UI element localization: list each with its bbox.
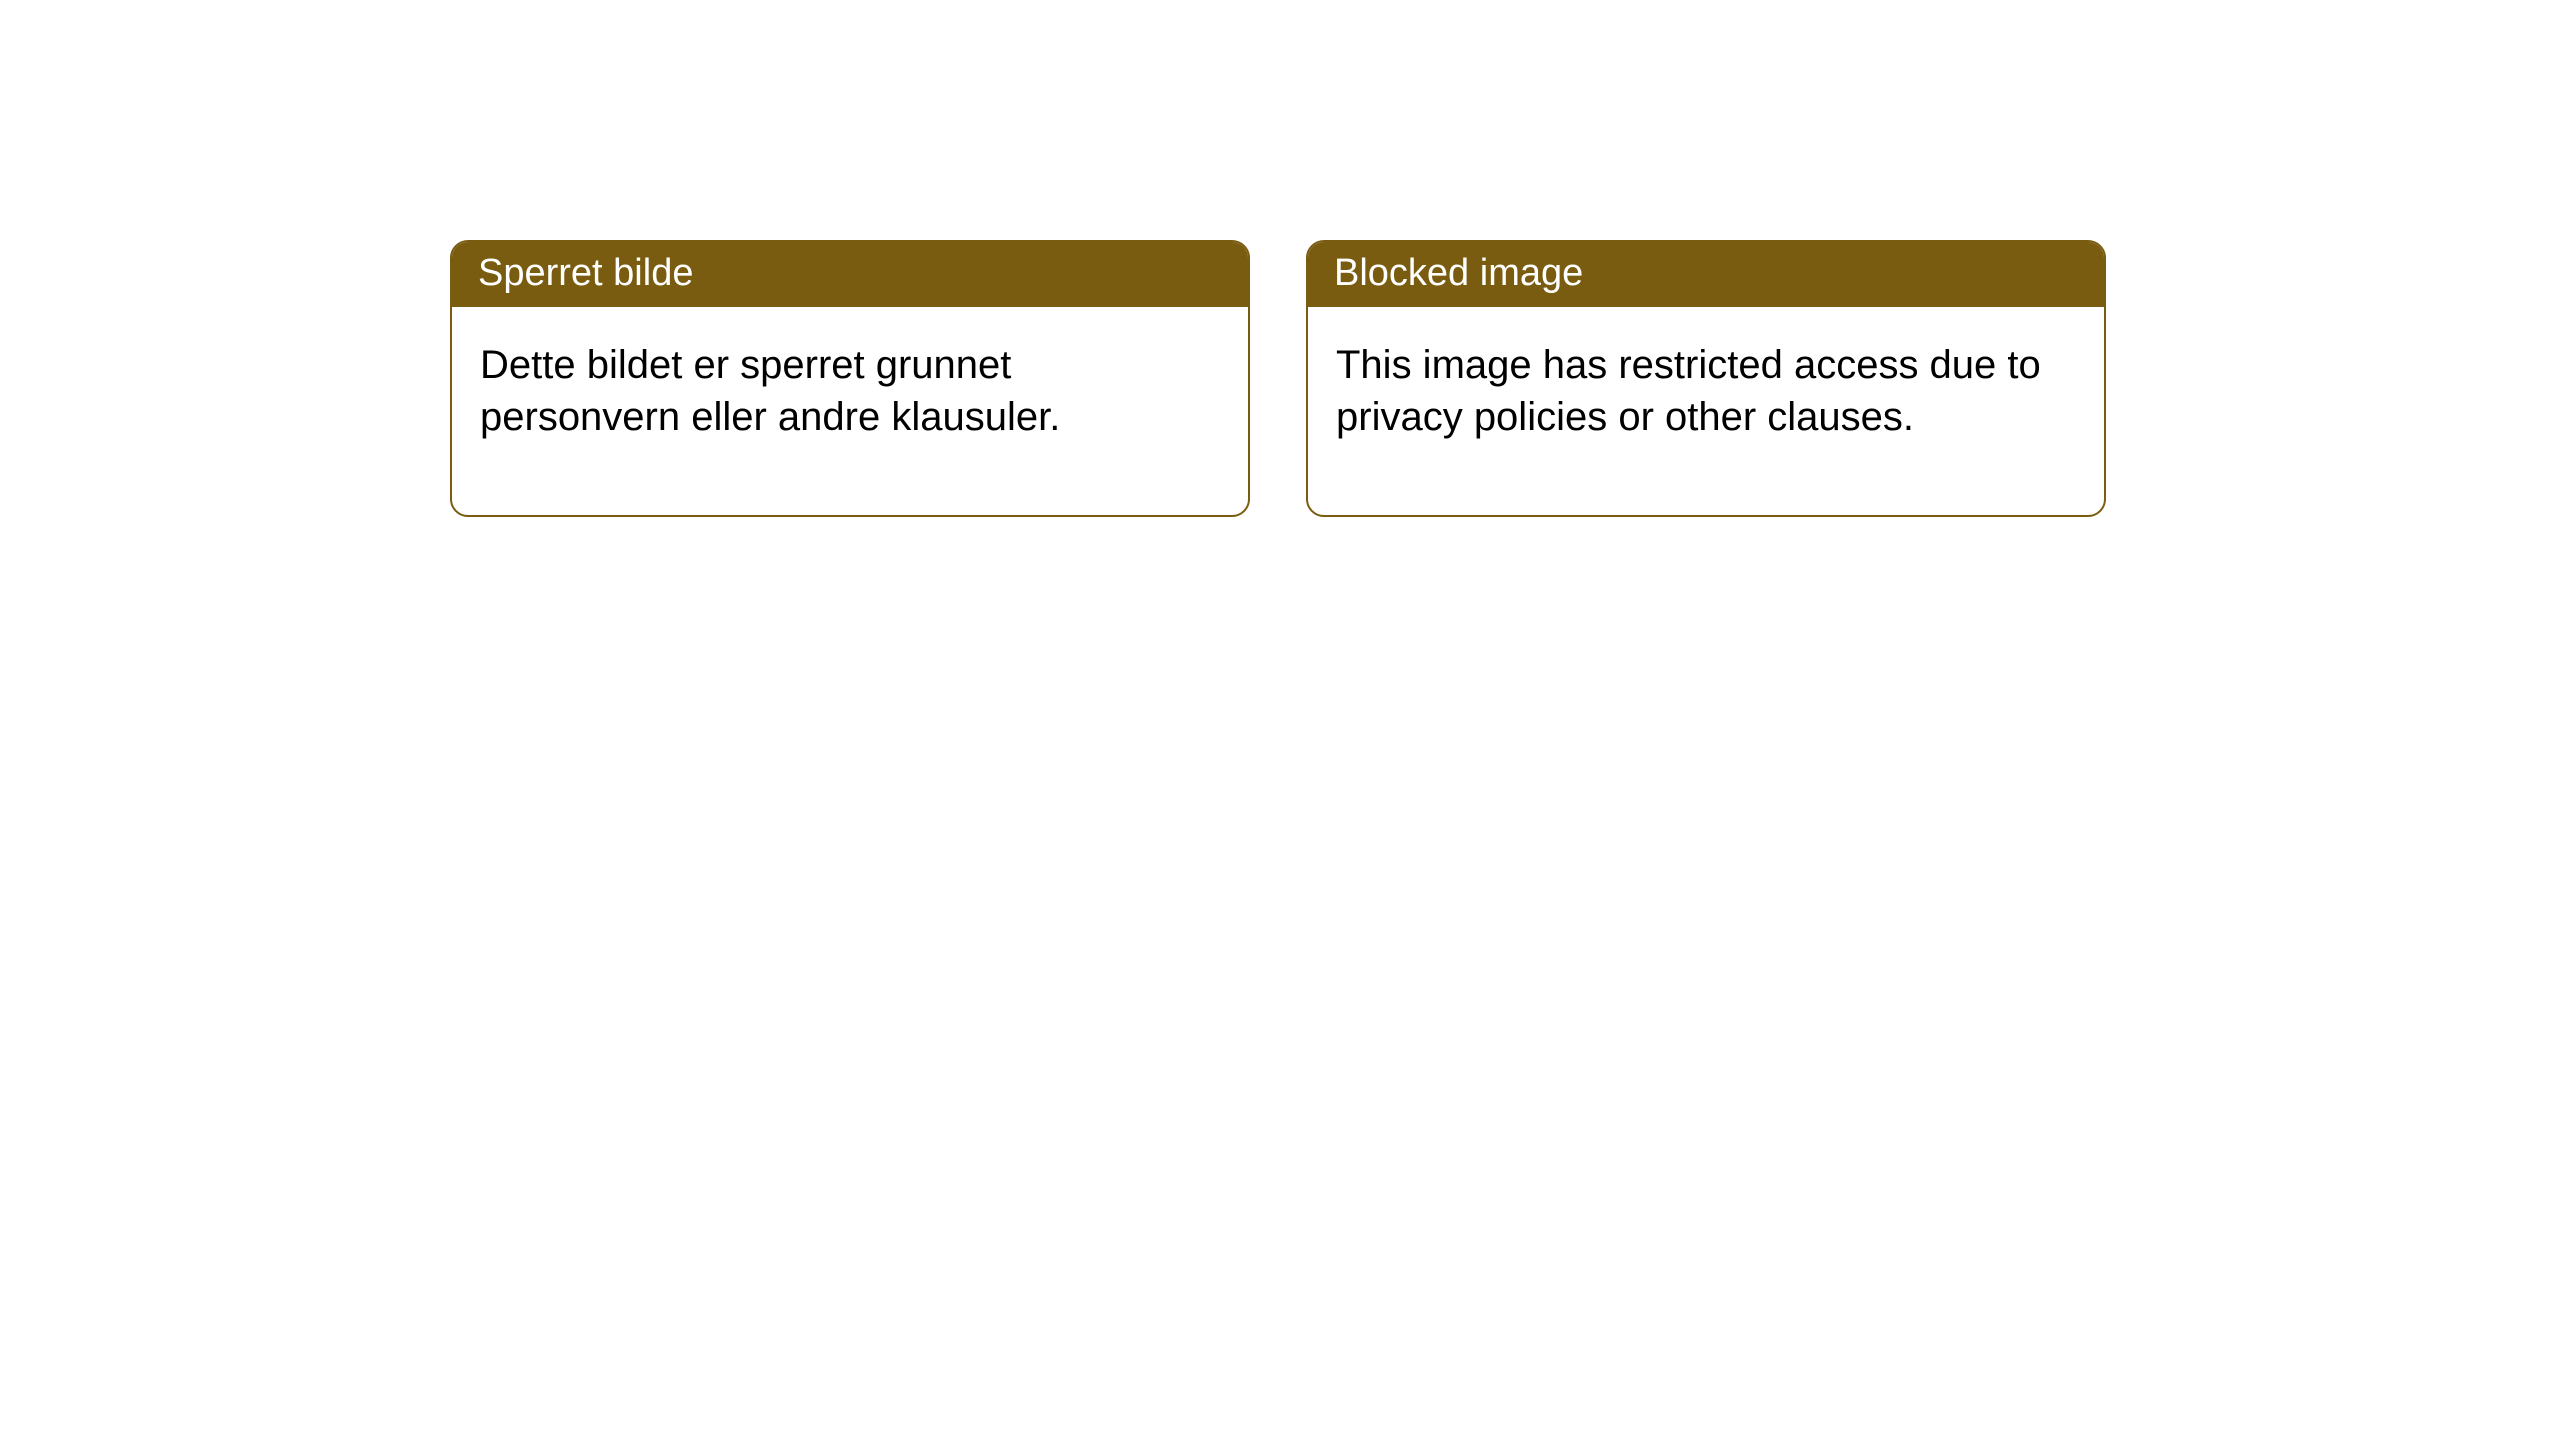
- notice-title-english: Blocked image: [1308, 242, 2104, 307]
- notice-card-norwegian: Sperret bilde Dette bildet er sperret gr…: [450, 240, 1250, 517]
- notice-body-norwegian: Dette bildet er sperret grunnet personve…: [452, 307, 1248, 515]
- notice-body-english: This image has restricted access due to …: [1308, 307, 2104, 515]
- notice-title-norwegian: Sperret bilde: [452, 242, 1248, 307]
- notice-card-english: Blocked image This image has restricted …: [1306, 240, 2106, 517]
- notice-container: Sperret bilde Dette bildet er sperret gr…: [450, 240, 2106, 517]
